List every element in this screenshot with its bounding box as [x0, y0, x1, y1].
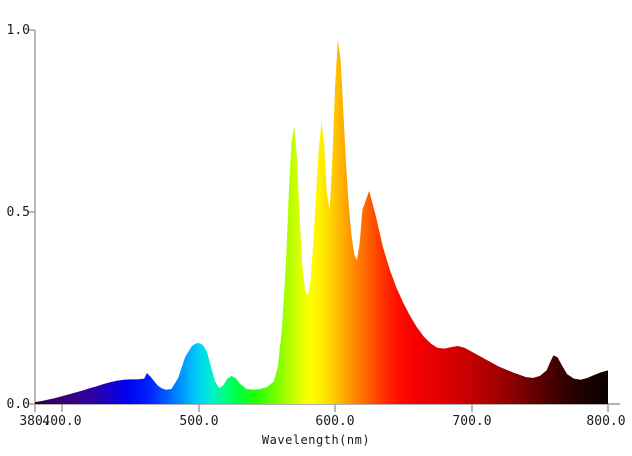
y-axis-ticks: [28, 29, 35, 405]
x-axis-title: Wavelength(nm): [261, 433, 371, 447]
x-axis-ticks: [34, 404, 609, 412]
x-tick-label-800: 800.0: [586, 414, 626, 429]
x-tick-label-600: 600.0: [315, 414, 355, 429]
x-tick-label-400: 400.0: [42, 414, 82, 429]
y-tick-label-0: 0.0: [6, 397, 30, 412]
y-tick-label-0-5: 0.5: [6, 205, 30, 220]
spectral-area-series: [35, 39, 608, 404]
x-tick-label-380: 380.: [19, 414, 51, 429]
y-tick-label-1: 1.0: [6, 23, 30, 38]
x-tick-label-500: 500.0: [179, 414, 219, 429]
x-tick-label-700: 700.0: [452, 414, 492, 429]
